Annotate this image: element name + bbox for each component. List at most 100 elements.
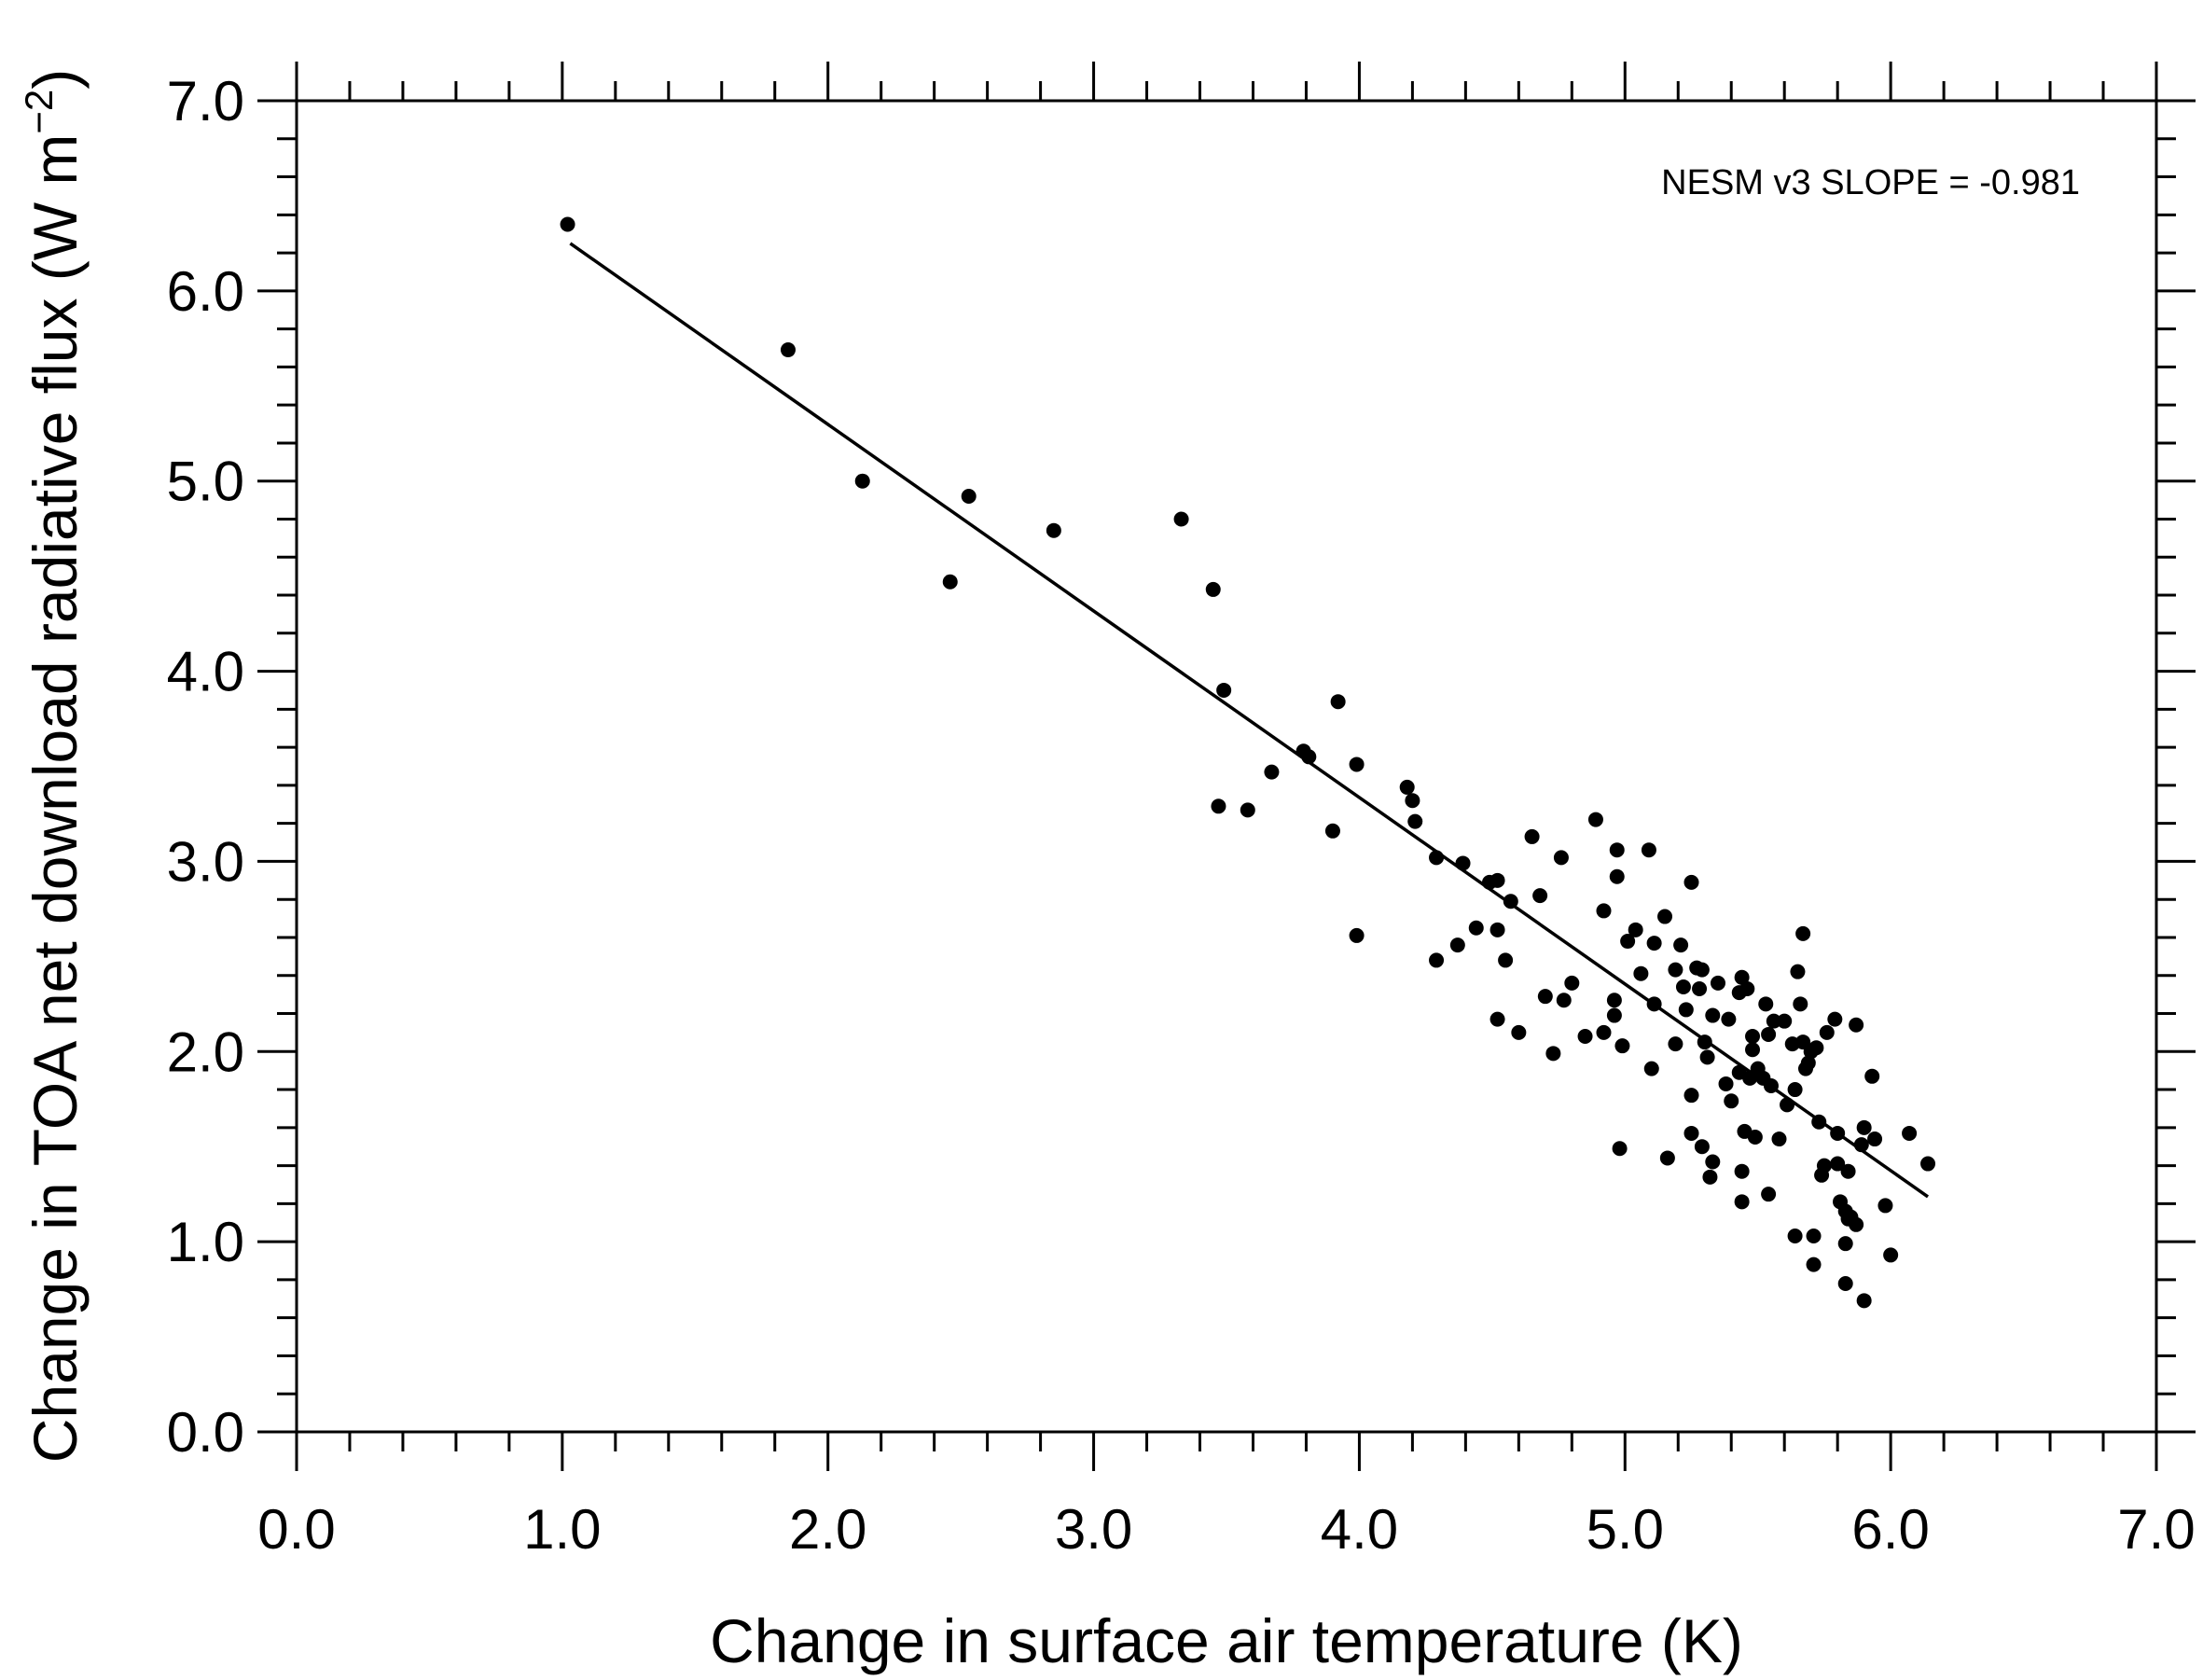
- data-point: [1675, 979, 1691, 994]
- data-point: [1673, 937, 1689, 953]
- data-point: [1503, 894, 1518, 909]
- data-point: [1659, 1150, 1675, 1166]
- data-point: [1633, 965, 1649, 981]
- data-point: [1646, 996, 1662, 1012]
- regression-line: [569, 242, 1930, 1199]
- data-point: [1758, 996, 1774, 1012]
- data-point: [1429, 850, 1445, 866]
- data-point: [1705, 1007, 1721, 1023]
- x-tick-label: 5.0: [1586, 1498, 1664, 1561]
- data-point: [1761, 1026, 1777, 1042]
- data-point: [780, 342, 796, 358]
- data-point: [1808, 1040, 1824, 1056]
- data-point: [1724, 1093, 1739, 1109]
- data-point: [1668, 962, 1683, 978]
- data-point: [1620, 934, 1636, 950]
- data-point: [1816, 1158, 1832, 1173]
- data-point: [1902, 1125, 1918, 1141]
- data-point: [1556, 993, 1572, 1008]
- data-point: [1449, 937, 1465, 953]
- data-point: [1683, 874, 1699, 890]
- data-point: [1641, 842, 1656, 858]
- data-point: [1827, 1011, 1843, 1027]
- data-point: [1173, 511, 1189, 527]
- tick-labels: 0.0 1.0 2.0 3.0 4.0 5.0 6.0 7.0 0.0 1.0 2.0 3.0 4.0 5…: [167, 70, 2196, 1561]
- data-point: [1883, 1247, 1899, 1263]
- x-tick-label: 4.0: [1321, 1498, 1398, 1561]
- y-tick-label: 0.0: [167, 1401, 244, 1464]
- data-point: [1606, 993, 1622, 1008]
- data-point: [1771, 1132, 1787, 1147]
- data-point: [1780, 1097, 1795, 1113]
- data-point: [1301, 749, 1317, 765]
- data-point: [1577, 1028, 1593, 1044]
- data-point: [1468, 920, 1484, 936]
- data-point: [1455, 855, 1471, 871]
- y-tick-label: 6.0: [167, 260, 244, 323]
- x-axis-title: Change in surface air temperature (K): [710, 1606, 1743, 1675]
- x-tick-label: 3.0: [1055, 1498, 1132, 1561]
- data-point: [1795, 925, 1811, 941]
- data-point: [1806, 1257, 1822, 1272]
- data-point: [1349, 927, 1365, 943]
- data-point: [1587, 812, 1603, 827]
- data-point: [1046, 522, 1061, 538]
- data-point: [1553, 850, 1569, 866]
- data-point: [1564, 975, 1580, 991]
- data-point: [1920, 1156, 1936, 1172]
- y-tick-label: 2.0: [167, 1020, 244, 1083]
- data-point: [1612, 1141, 1628, 1157]
- x-tick-label: 7.0: [2117, 1498, 2195, 1561]
- y-tick-label: 7.0: [167, 70, 244, 132]
- data-point: [1524, 828, 1540, 844]
- data-point: [1545, 1046, 1561, 1062]
- data-point: [1856, 1119, 1872, 1135]
- x-tick-label: 0.0: [257, 1498, 335, 1561]
- data-point: [1216, 682, 1232, 698]
- data-point: [1849, 1216, 1864, 1232]
- data-point: [1264, 764, 1280, 780]
- data-point: [1399, 779, 1415, 795]
- data-point: [1793, 996, 1808, 1012]
- data-points: [560, 216, 1936, 1309]
- data-point: [1429, 952, 1445, 968]
- data-point: [560, 216, 575, 232]
- data-point: [1853, 1137, 1869, 1153]
- data-point: [1721, 1011, 1737, 1027]
- data-point: [1766, 1013, 1781, 1029]
- data-point: [1657, 909, 1673, 924]
- data-point: [1877, 1198, 1893, 1214]
- data-point: [1705, 1154, 1721, 1170]
- data-point: [1800, 1055, 1816, 1071]
- data-point: [942, 574, 958, 590]
- data-point: [1864, 1068, 1880, 1084]
- data-point: [961, 489, 977, 505]
- data-point: [1745, 1042, 1761, 1058]
- data-point: [1806, 1229, 1822, 1244]
- data-point: [1596, 903, 1612, 919]
- data-point: [1324, 823, 1340, 839]
- data-point: [1405, 793, 1420, 809]
- data-point: [1739, 981, 1755, 997]
- plot-frame: [295, 99, 2158, 1434]
- data-point: [1628, 922, 1643, 937]
- data-point: [1683, 1125, 1699, 1141]
- data-point: [1734, 969, 1750, 985]
- y-tick-label: 4.0: [167, 641, 244, 703]
- data-point: [1609, 868, 1625, 884]
- data-point: [1830, 1156, 1846, 1172]
- data-point: [1747, 1130, 1763, 1145]
- data-point: [1734, 1194, 1750, 1210]
- x-tick-label: 6.0: [1851, 1498, 1929, 1561]
- data-point: [1683, 1088, 1699, 1104]
- data-point: [1211, 798, 1226, 814]
- data-point: [1830, 1125, 1846, 1141]
- data-point: [1745, 1028, 1761, 1044]
- data-point: [1694, 962, 1710, 978]
- data-point: [854, 473, 870, 489]
- y-axis-title-close: ): [21, 69, 90, 90]
- x-tick-label: 1.0: [523, 1498, 601, 1561]
- data-point: [1240, 802, 1255, 818]
- axis-ticks: [257, 62, 2196, 1471]
